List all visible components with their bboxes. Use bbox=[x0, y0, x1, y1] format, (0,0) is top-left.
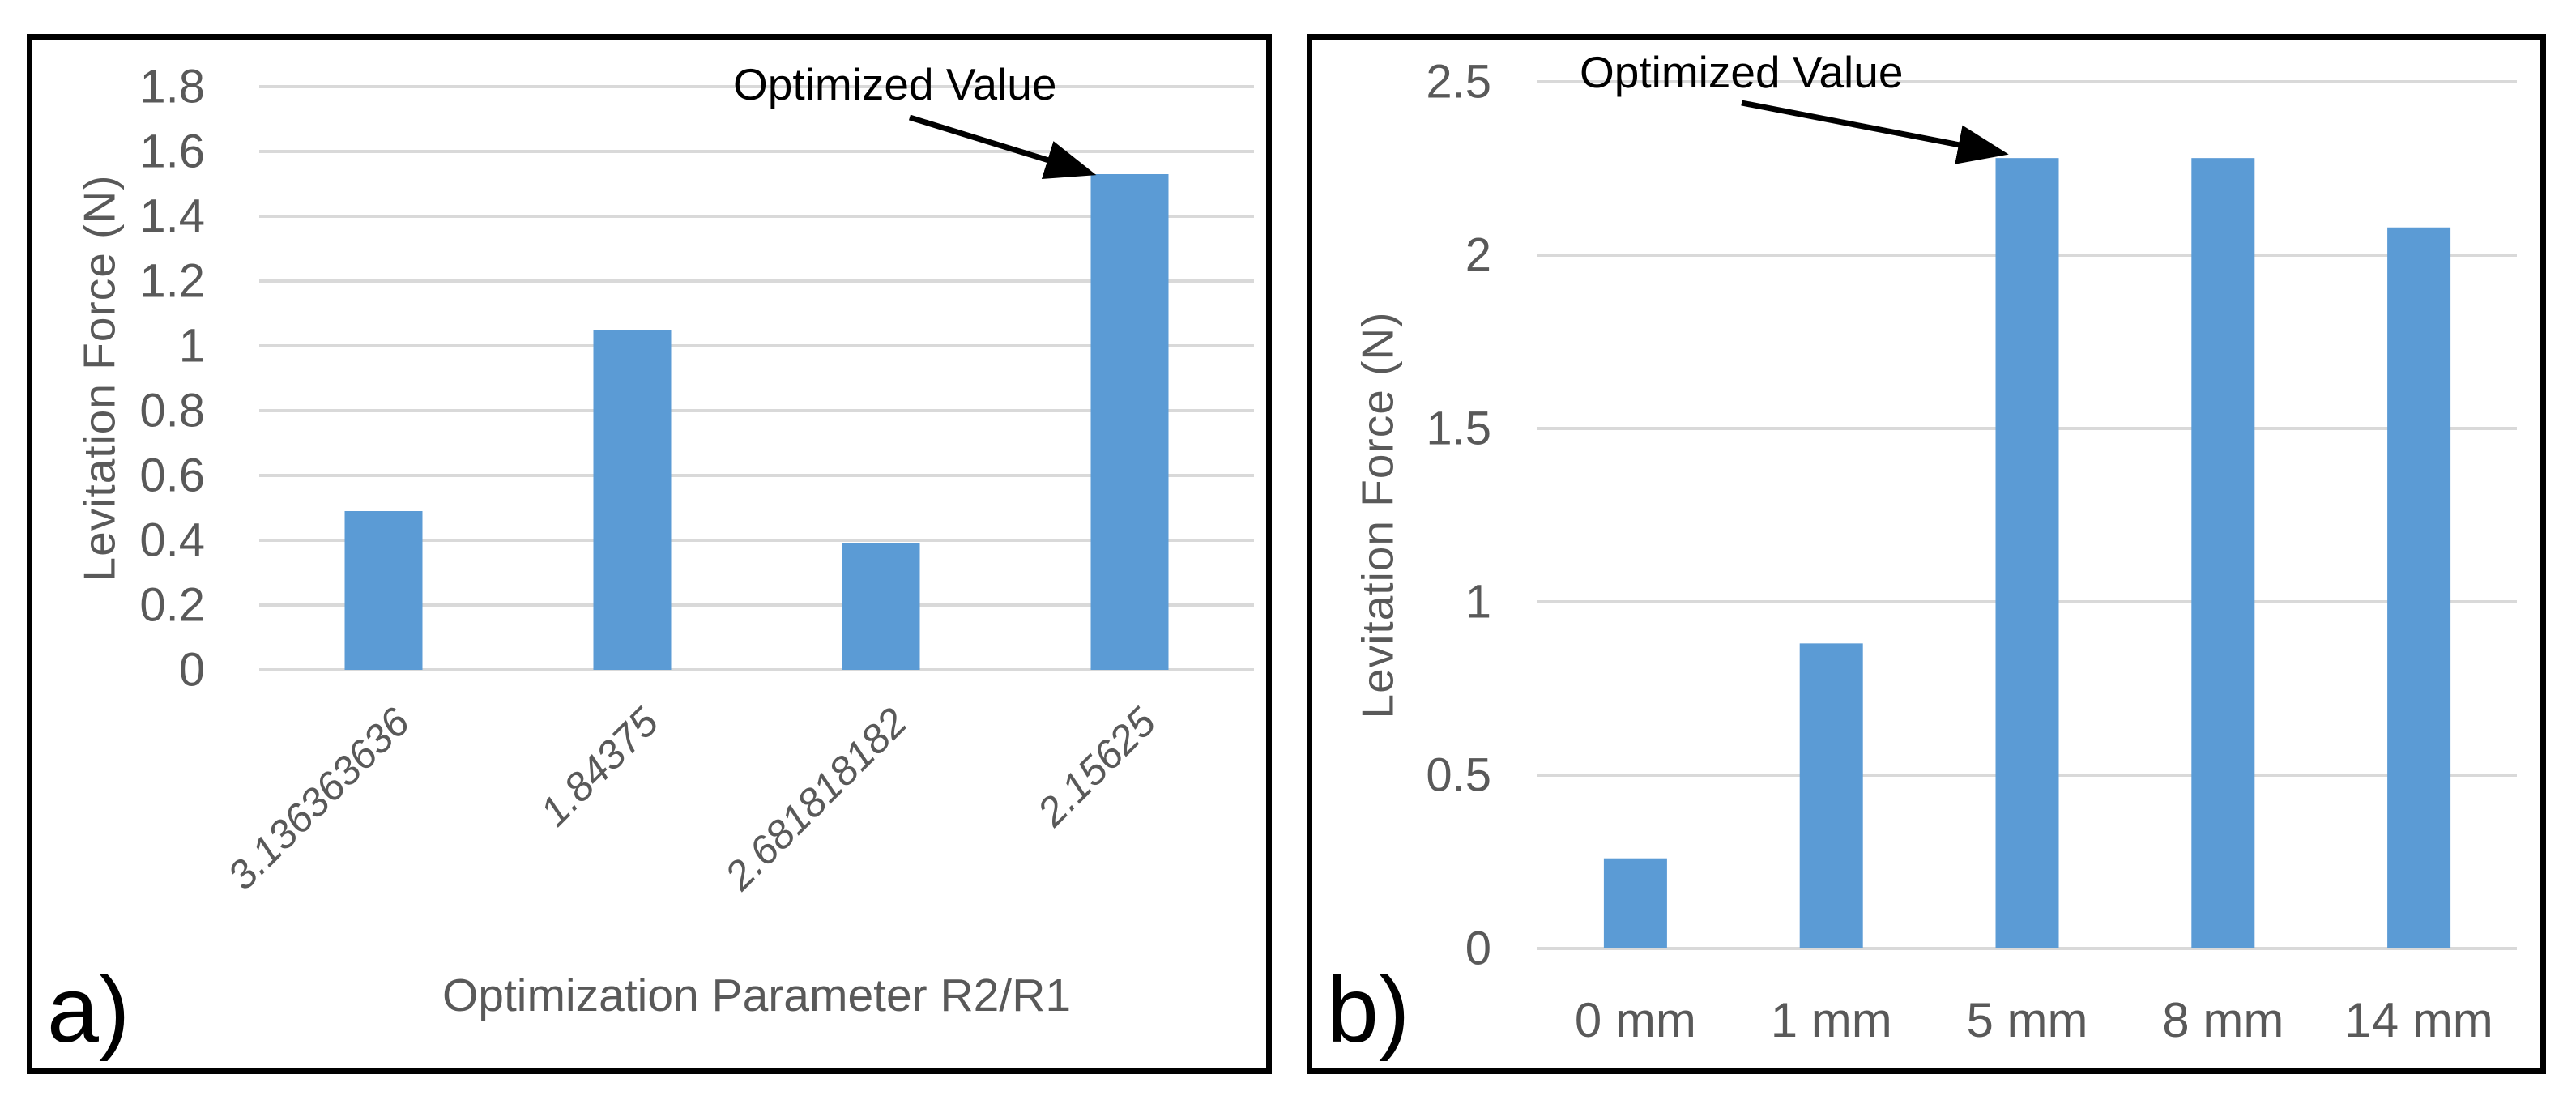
y-tick-label: 0.8 bbox=[139, 385, 205, 437]
bar-2.15625 bbox=[1090, 174, 1169, 670]
x-category-label: 14 mm bbox=[2344, 993, 2493, 1047]
panel-label-b: b) bbox=[1327, 958, 1410, 1062]
y-axis-title-a: Levitation Force (N) bbox=[74, 174, 125, 582]
y-tick-label: 0.5 bbox=[1426, 749, 1491, 802]
panel-b: 0 0.5 1 1.5 2 2.5 0 mm 1 mm 5 mm 8 mm 14 mm Levita… bbox=[1307, 34, 2546, 1074]
y-tick-label: 1.2 bbox=[139, 255, 205, 308]
x-category-label: 0 mm bbox=[1575, 993, 1696, 1047]
bar-1 mm bbox=[1799, 643, 1863, 948]
x-category-label: 1.84375 bbox=[531, 699, 667, 835]
x-category-label: 2.681818182 bbox=[716, 699, 916, 899]
bar-0 mm bbox=[1603, 858, 1667, 948]
bar-2.681818182 bbox=[842, 543, 920, 670]
y-tick-label: 0 bbox=[179, 644, 205, 697]
y-tick-label: 1.6 bbox=[139, 126, 205, 178]
y-tick-label: 0 bbox=[1465, 923, 1491, 975]
y-tick-label: 2.5 bbox=[1426, 56, 1491, 109]
bar-3.136363636 bbox=[344, 511, 423, 670]
bar-14 mm bbox=[2387, 227, 2451, 948]
bar-chart-b: 0 0.5 1 1.5 2 2.5 0 mm 1 mm 5 mm 8 mm 14 mm bbox=[1426, 56, 2517, 1047]
y-tick-label: 1.4 bbox=[139, 190, 205, 243]
y-tick-label: 1.5 bbox=[1426, 403, 1491, 455]
x-axis-title-a: Optimization Parameter R2/R1 bbox=[441, 970, 1072, 1021]
x-category-label: 2.15625 bbox=[1028, 699, 1164, 835]
x-category-label: 8 mm bbox=[2162, 993, 2284, 1047]
y-tick-label: 0.6 bbox=[139, 450, 205, 502]
x-category-label: 3.136363636 bbox=[219, 699, 418, 898]
bar-1.84375 bbox=[593, 330, 672, 670]
bar-chart-a: 0 0.2 0.4 0.6 0.8 1 1.2 1.4 1.6 1.8 3.136363636 1.8… bbox=[139, 61, 1254, 899]
y-tick-label: 0.2 bbox=[139, 579, 205, 632]
y-tick-label: 2 bbox=[1465, 229, 1491, 282]
annotation-optimized-value-b: Optimized Value bbox=[1580, 47, 1904, 97]
y-tick-label: 1.8 bbox=[139, 61, 205, 113]
y-tick-label: 1 bbox=[179, 320, 205, 373]
bar-8 mm bbox=[2191, 158, 2255, 948]
y-tick-label: 1 bbox=[1465, 576, 1491, 629]
bar-5 mm bbox=[1995, 158, 2059, 948]
x-category-label: 1 mm bbox=[1771, 993, 1892, 1047]
y-tick-label: 0.4 bbox=[139, 514, 205, 567]
x-category-label: 5 mm bbox=[1967, 993, 2088, 1047]
annotation-arrow bbox=[908, 114, 1097, 179]
y-axis-title-b: Levitation Force (N) bbox=[1352, 311, 1403, 719]
panel-label-a: a) bbox=[47, 958, 130, 1062]
annotation-optimized-value-a: Optimized Value bbox=[733, 59, 1057, 109]
panel-a: 0 0.2 0.4 0.6 0.8 1 1.2 1.4 1.6 1.8 3.136363636 1.8… bbox=[27, 34, 1272, 1074]
annotation-arrow bbox=[1741, 100, 2009, 164]
